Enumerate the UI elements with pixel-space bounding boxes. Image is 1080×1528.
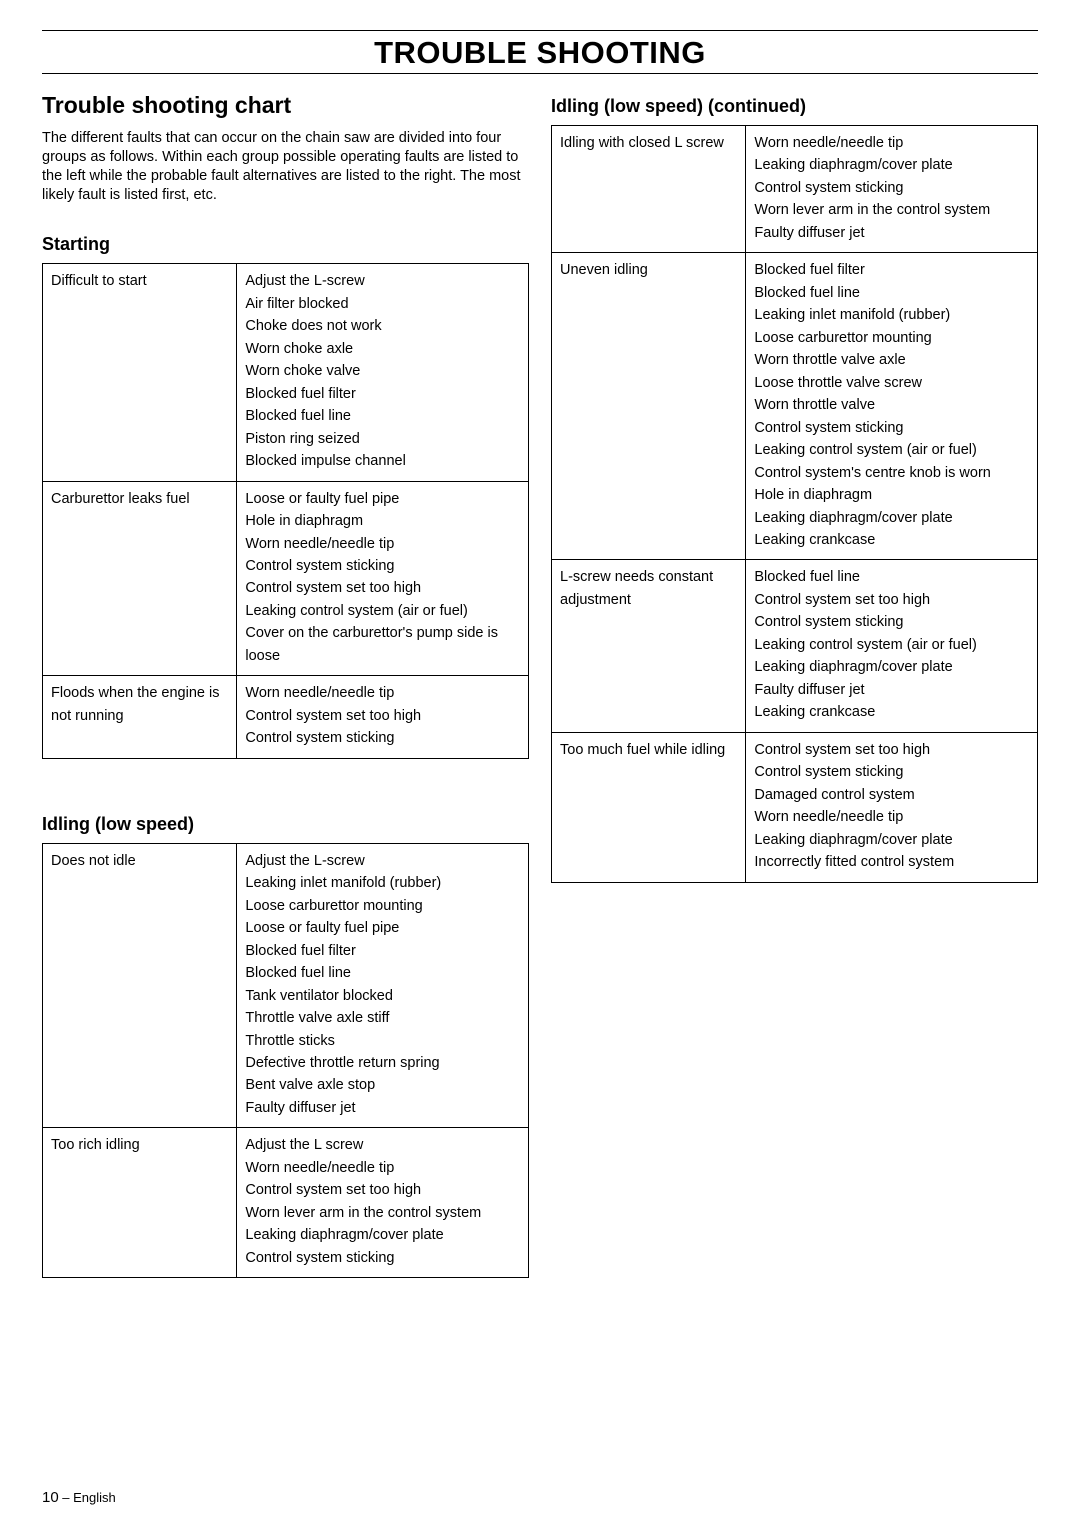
causes-cell: Loose or faulty fuel pipeHole in diaphra… [237,481,529,676]
right-column: Idling (low speed) (continued) Idling wi… [551,92,1038,1278]
idling-table: Does not idleAdjust the L-screwLeaking i… [42,843,529,1278]
idling-continued-table: Idling with closed L screwWorn needle/ne… [551,125,1038,883]
idling-heading: Idling (low speed) [42,814,529,835]
causes-cell: Worn needle/needle tipControl system set… [237,676,529,758]
fault-cell: Carburettor leaks fuel [43,481,237,676]
causes-cell: Adjust the L-screwAir filter blockedChok… [237,264,529,481]
fault-cell: Too much fuel while idling [552,732,746,882]
table-row: Difficult to startAdjust the L-screwAir … [43,264,529,481]
starting-table: Difficult to startAdjust the L-screwAir … [42,263,529,758]
causes-cell: Control system set too highControl syste… [746,732,1038,882]
page-number: 10 [42,1489,59,1506]
causes-cell: Adjust the L-screwLeaking inlet manifold… [237,843,529,1128]
table-row: L-screw needs constant adjustmentBlocked… [552,560,1038,732]
table-row: Idling with closed L screwWorn needle/ne… [552,126,1038,253]
fault-cell: Difficult to start [43,264,237,481]
fault-cell: Idling with closed L screw [552,126,746,253]
causes-cell: Blocked fuel filterBlocked fuel lineLeak… [746,253,1038,560]
page-footer: 10 – English [42,1489,116,1506]
section-heading: Trouble shooting chart [42,92,529,119]
table-row: Floods when the engine is not runningWor… [43,676,529,758]
fault-cell: Floods when the engine is not running [43,676,237,758]
causes-cell: Adjust the L screwWorn needle/needle tip… [237,1128,529,1278]
table-row: Carburettor leaks fuelLoose or faulty fu… [43,481,529,676]
intro-paragraph: The different faults that can occur on t… [42,129,529,204]
fault-cell: Uneven idling [552,253,746,560]
under-title-rule [42,73,1038,74]
table-row: Uneven idlingBlocked fuel filterBlocked … [552,253,1038,560]
left-column: Trouble shooting chart The different fau… [42,92,529,1278]
fault-cell: Too rich idling [43,1128,237,1278]
page-title: TROUBLE SHOOTING [42,35,1038,71]
footer-lang: – English [59,1490,116,1505]
two-column-layout: Trouble shooting chart The different fau… [42,92,1038,1278]
idling-continued-heading: Idling (low speed) (continued) [551,96,1038,117]
table-row: Does not idleAdjust the L-screwLeaking i… [43,843,529,1128]
table-row: Too much fuel while idlingControl system… [552,732,1038,882]
causes-cell: Worn needle/needle tipLeaking diaphragm/… [746,126,1038,253]
top-rule [42,30,1038,31]
fault-cell: Does not idle [43,843,237,1128]
starting-heading: Starting [42,234,529,255]
fault-cell: L-screw needs constant adjustment [552,560,746,732]
table-row: Too rich idlingAdjust the L screwWorn ne… [43,1128,529,1278]
causes-cell: Blocked fuel lineControl system set too … [746,560,1038,732]
